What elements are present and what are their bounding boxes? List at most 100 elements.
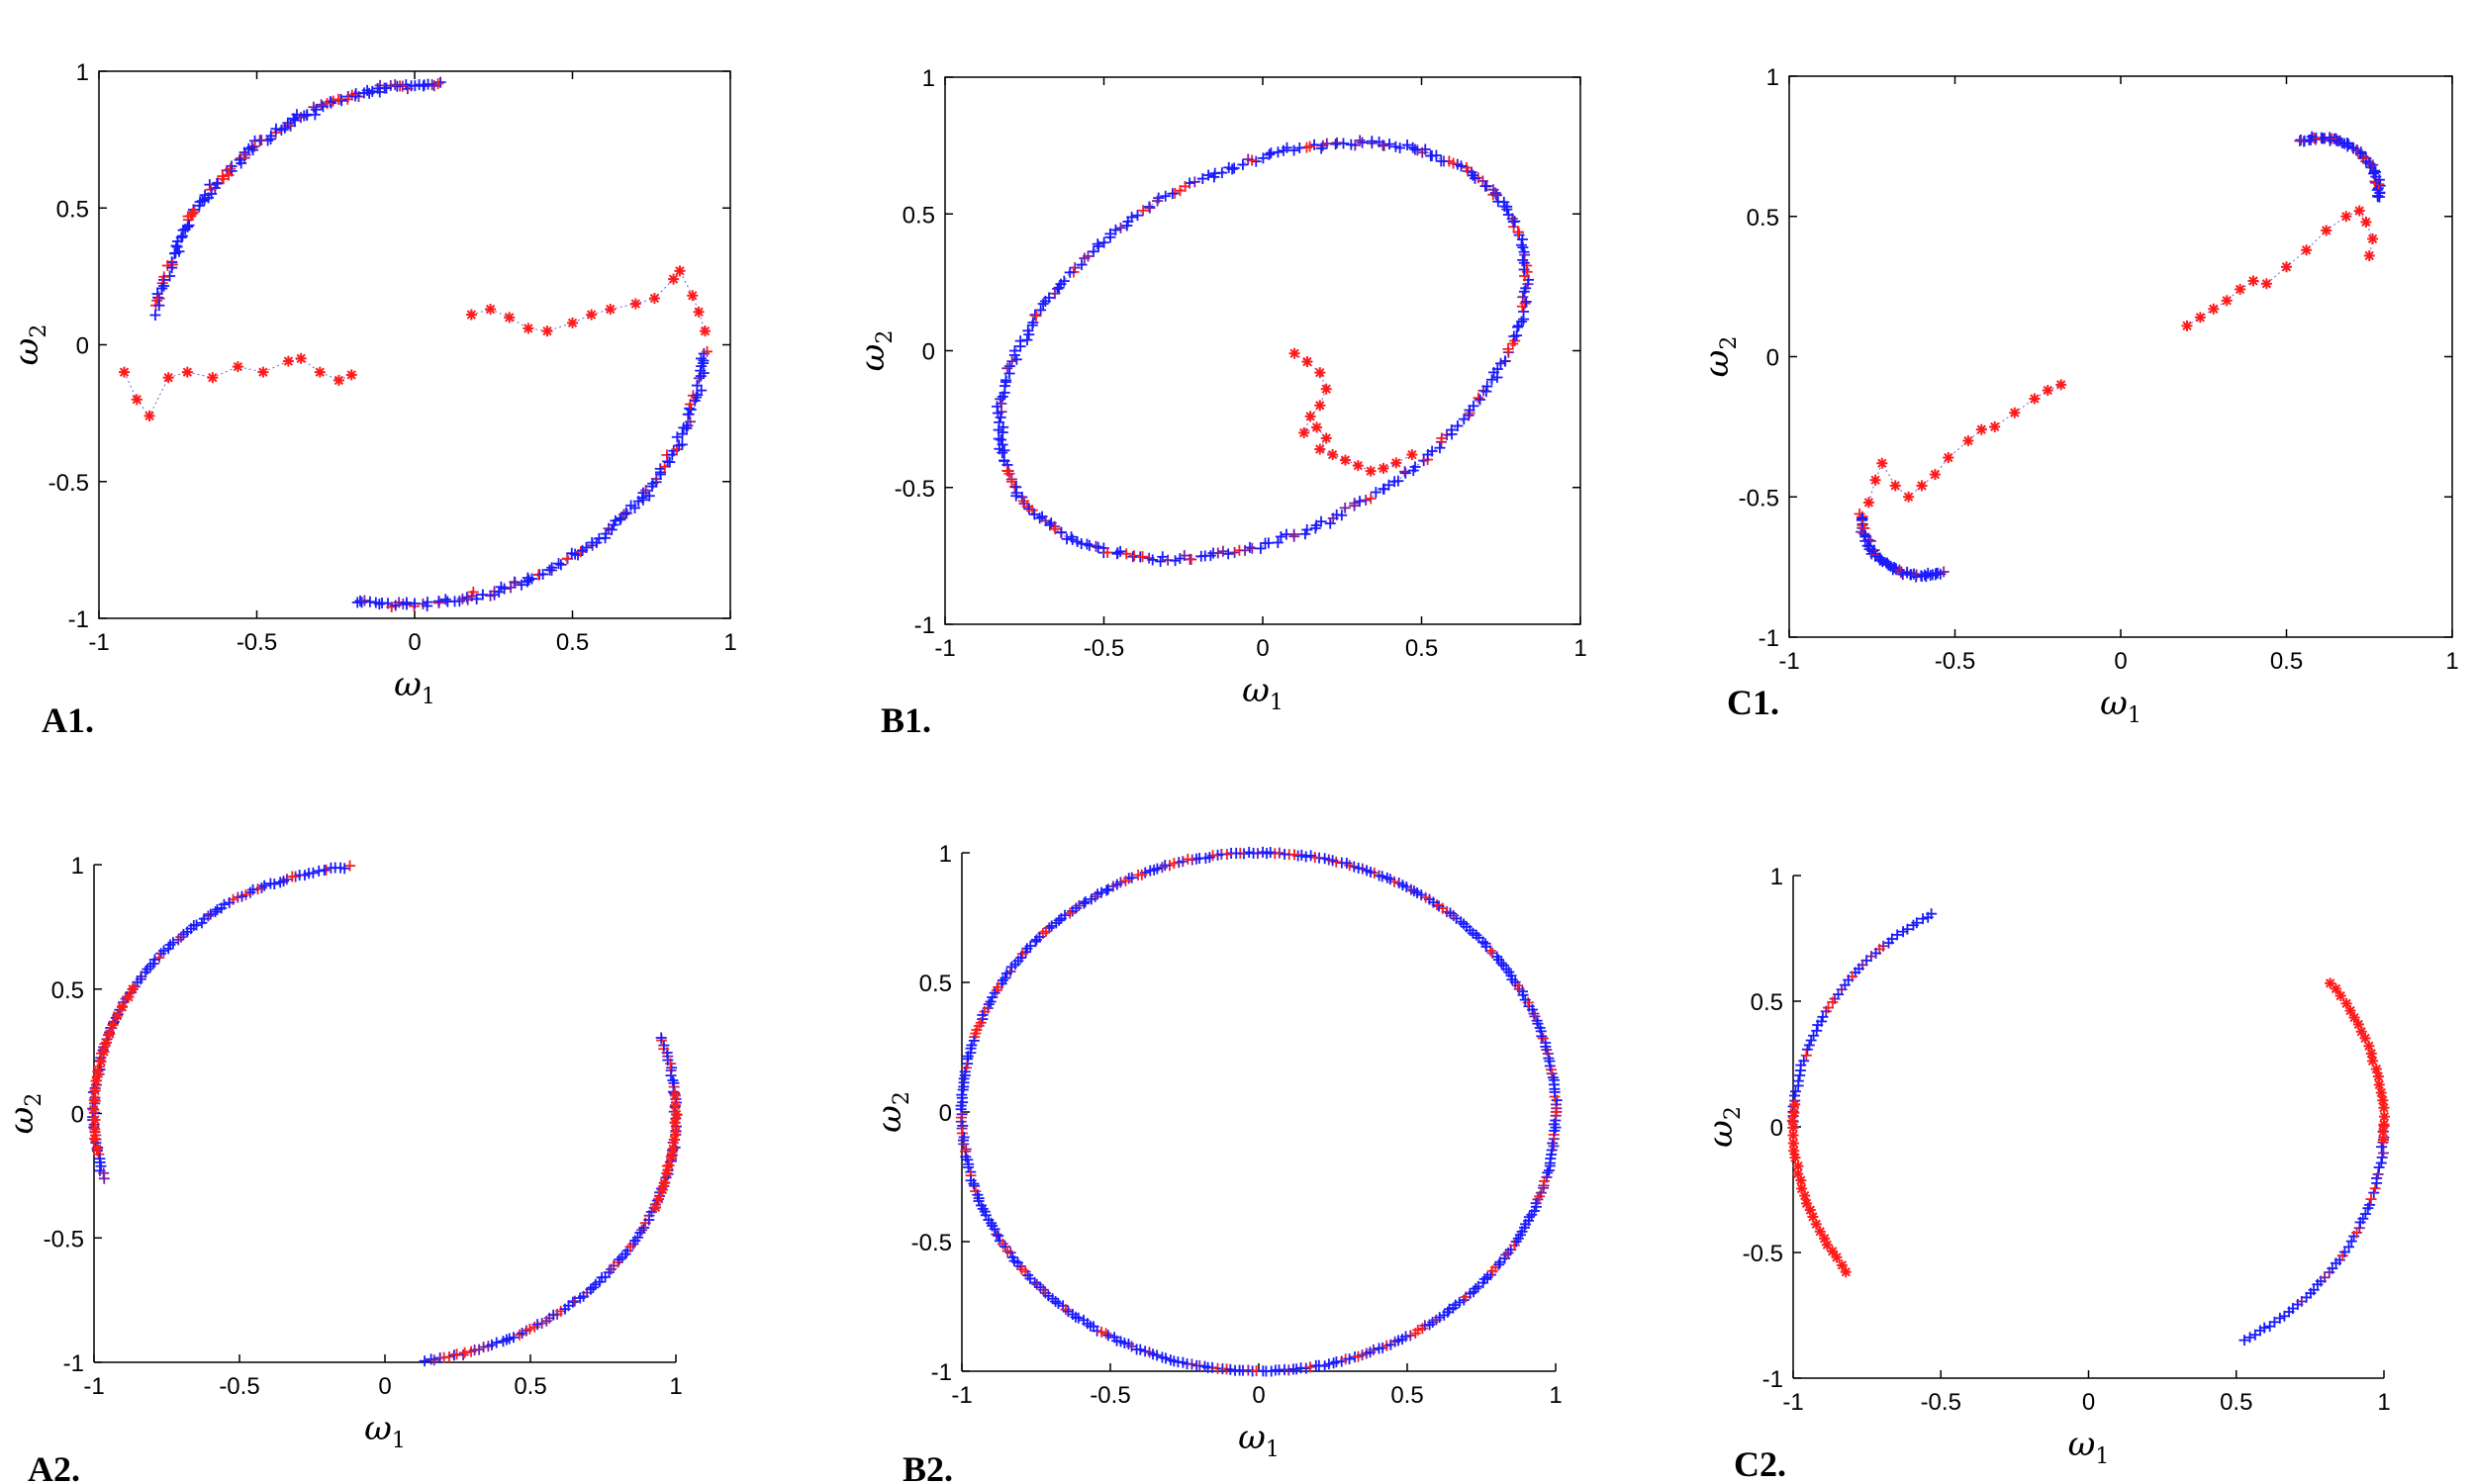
data-point — [1461, 161, 1473, 173]
data-point — [2369, 175, 2381, 187]
x-tick-label: -1 — [83, 1373, 104, 1400]
x-tick-label: 1 — [2445, 648, 2458, 675]
data-point — [526, 573, 538, 585]
data-point — [1962, 435, 1974, 447]
data-point — [1202, 169, 1214, 181]
data-point — [1204, 550, 1216, 562]
data-point — [1805, 1035, 1817, 1047]
data-point — [316, 99, 328, 111]
data-point — [179, 224, 191, 235]
x-tick-label: 0 — [408, 629, 421, 656]
data-point — [1301, 356, 1313, 368]
panel-b1: -1 -0.5 0 0.5 1 -1 -0.5 0 0.5 1 ω1 ω2 B1. — [853, 65, 1587, 740]
data-point — [610, 514, 621, 526]
data-point — [1006, 355, 1018, 367]
data-point — [1030, 310, 1042, 322]
data-point — [1792, 1160, 1804, 1172]
data-point — [333, 374, 344, 386]
data-point — [1304, 411, 1316, 422]
data-point — [98, 1172, 110, 1184]
data-point — [2357, 1213, 2369, 1225]
data-point — [2340, 997, 2352, 1009]
data-point — [486, 1339, 498, 1350]
data-point — [119, 366, 131, 378]
data-point — [2352, 1018, 2364, 1030]
data-point — [166, 262, 178, 274]
data-point — [325, 862, 336, 874]
data-point — [1480, 386, 1492, 398]
data-point — [2370, 1064, 2382, 1075]
data-point — [100, 1037, 112, 1049]
data-point — [1548, 1074, 1560, 1086]
data-point — [2363, 156, 2375, 168]
data-point — [1550, 1106, 1562, 1118]
data-point — [1907, 919, 1919, 931]
plot-frame — [1788, 75, 2453, 638]
data-point — [963, 1161, 975, 1173]
data-point — [116, 1001, 128, 1013]
data-point — [1502, 343, 1514, 355]
data-point — [1092, 888, 1103, 900]
data-point — [1323, 1358, 1335, 1370]
data-point — [2377, 1148, 2389, 1159]
data-point — [1500, 1249, 1512, 1260]
data-point — [1076, 259, 1088, 271]
data-point — [1156, 862, 1168, 874]
data-point — [1111, 547, 1123, 559]
data-point — [1134, 1344, 1146, 1355]
data-point — [1304, 1361, 1316, 1373]
data-point — [176, 231, 188, 242]
data-point — [1189, 176, 1200, 188]
data-point — [1000, 968, 1012, 979]
data-point — [181, 366, 193, 378]
data-point — [175, 931, 187, 943]
data-point — [1179, 550, 1190, 562]
data-point — [89, 1085, 101, 1097]
data-point — [1257, 152, 1269, 164]
data-point — [991, 984, 1002, 996]
panel-label: B1. — [881, 700, 931, 740]
data-point — [663, 1159, 675, 1171]
x-tick-label: -0.5 — [1090, 1382, 1130, 1409]
data-point — [1315, 515, 1327, 527]
data-point — [2369, 1182, 2381, 1194]
data-point — [2370, 166, 2382, 178]
data-point — [465, 309, 477, 321]
data-point — [1052, 283, 1064, 295]
series-blue-0 — [2294, 131, 2386, 203]
data-point — [1120, 548, 1132, 560]
data-point — [668, 1077, 680, 1089]
data-point — [1817, 1011, 1829, 1023]
data-point — [310, 104, 322, 116]
data-point — [2221, 295, 2233, 307]
data-point — [1808, 1030, 1820, 1042]
data-point — [2334, 990, 2346, 1002]
data-point — [665, 1151, 677, 1162]
data-point — [687, 290, 699, 302]
data-point — [2360, 216, 2372, 228]
data-point — [1383, 139, 1395, 150]
panel-label: B2. — [903, 1449, 953, 1484]
data-point — [1345, 139, 1357, 150]
data-point — [1121, 220, 1133, 232]
data-point — [172, 934, 184, 946]
data-point — [1288, 347, 1300, 359]
data-point — [95, 1160, 107, 1172]
data-point — [699, 325, 711, 337]
data-point — [2194, 312, 2206, 324]
data-point — [991, 1229, 1002, 1241]
data-point — [1409, 143, 1421, 155]
data-point — [295, 352, 307, 364]
series-red-2 — [1862, 379, 2067, 509]
data-point — [1173, 857, 1185, 869]
data-point — [317, 101, 329, 113]
data-point — [92, 1066, 104, 1077]
data-point — [428, 80, 440, 92]
data-point — [1390, 457, 1402, 469]
data-point — [1357, 137, 1369, 148]
data-point — [1374, 870, 1385, 881]
data-point — [333, 93, 344, 105]
data-point — [1078, 897, 1090, 909]
data-point — [638, 1222, 650, 1234]
data-point — [1257, 846, 1269, 858]
